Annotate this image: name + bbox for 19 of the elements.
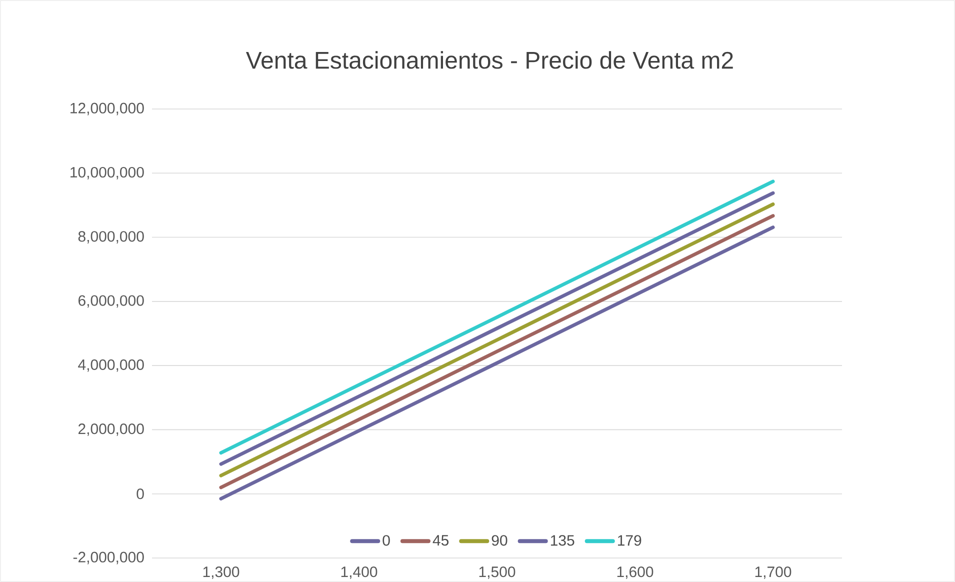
- legend-label: 0: [382, 535, 390, 546]
- chart-title: Venta Estacionamientos - Precio de Venta m2: [246, 51, 733, 69]
- y-tick-label: 4,000,000: [78, 359, 144, 372]
- y-tick-label: 2,000,000: [78, 424, 144, 436]
- legend-label: 45: [432, 535, 449, 546]
- legend-label: 135: [550, 535, 574, 546]
- y-tick-label: 8,000,000: [78, 231, 144, 244]
- x-tick-label: 1,700: [755, 566, 792, 579]
- y-tick-label: 10,000,000: [70, 166, 144, 180]
- x-tick-label: 1,500: [479, 566, 516, 579]
- y-tick-label: -2,000,000: [73, 552, 144, 564]
- y-tick-label: 6,000,000: [78, 295, 144, 308]
- legend-label: 90: [492, 535, 508, 546]
- x-tick-label: 1,400: [341, 566, 378, 579]
- x-tick-label: 1,300: [203, 566, 240, 579]
- y-tick-label: 12,000,000: [70, 102, 144, 116]
- legend-label: 179: [618, 535, 642, 546]
- y-tick-label: 0: [136, 488, 144, 500]
- x-tick-label: 1,600: [617, 566, 654, 579]
